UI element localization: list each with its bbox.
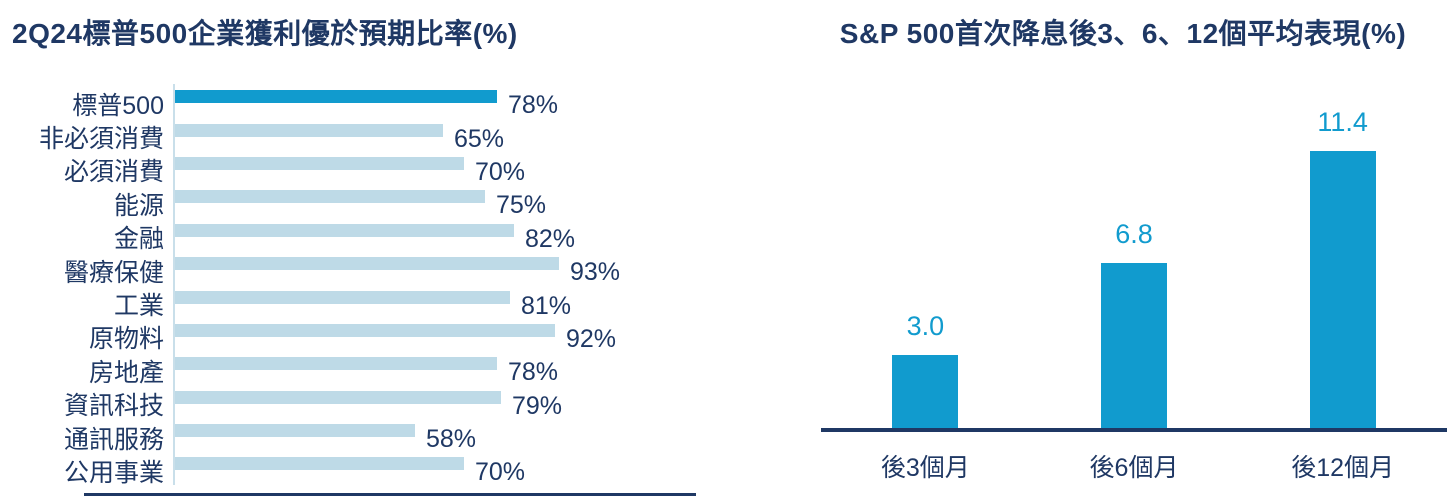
category-label: 金融 xyxy=(113,225,164,254)
value-label: 93% xyxy=(570,258,621,287)
bar xyxy=(175,123,443,137)
bar-track: 70% xyxy=(173,451,717,487)
value-label: 70% xyxy=(475,458,526,487)
category-label: 醫療保健 xyxy=(63,258,164,287)
bar-row: 醫療保健 93% xyxy=(12,250,717,287)
value-label: 11.4 xyxy=(1317,107,1368,137)
bar-row: 必須消費 70% xyxy=(12,150,717,186)
bar-track: 75% xyxy=(173,184,717,220)
bar-row: 工業 81% xyxy=(12,284,717,320)
bar-track: 70% xyxy=(173,150,717,186)
right-chart: S&P 500首次降息後3、6、12個平均表現(%) 3.0 6.8 11.4 後3… xyxy=(795,12,1451,484)
bar xyxy=(175,457,464,471)
bar-track: 58% xyxy=(173,417,717,454)
category-label: 標普500 xyxy=(72,91,164,120)
value-label: 75% xyxy=(496,191,547,220)
bar xyxy=(175,257,559,271)
bar xyxy=(892,355,959,428)
value-label: 6.8 xyxy=(1115,219,1153,249)
bar xyxy=(1101,263,1167,428)
value-label: 82% xyxy=(525,224,576,253)
bar-row: 通訊服務 58% xyxy=(12,417,717,454)
bar-row: 標普500 78% xyxy=(12,84,717,120)
value-label: 79% xyxy=(512,391,563,420)
bar-track: 92% xyxy=(173,317,717,353)
category-label: 能源 xyxy=(113,191,164,220)
bar-track: 93% xyxy=(173,250,717,287)
left-chart-baseline xyxy=(84,493,696,496)
value-label: 78% xyxy=(508,91,559,120)
bar-row: 房地產 78% xyxy=(12,351,717,387)
bar-row: 公用事業 70% xyxy=(12,451,717,487)
right-chart-plot: 3.0 6.8 11.4 xyxy=(821,52,1447,432)
bar xyxy=(175,190,485,204)
value-label: 92% xyxy=(566,324,617,353)
bar xyxy=(1309,151,1376,428)
value-label: 81% xyxy=(521,291,572,320)
bar-track: 79% xyxy=(173,384,717,420)
bar xyxy=(175,323,555,337)
bar-track: 78% xyxy=(173,351,717,387)
right-chart-xlabels: 後3個月 後6個月 後12個月 xyxy=(821,448,1447,484)
x-axis-label: 後12個月 xyxy=(1291,454,1395,482)
bar-row: 金融 82% xyxy=(12,217,717,253)
category-label: 資訊科技 xyxy=(63,392,164,421)
value-label: 3.0 xyxy=(906,311,945,341)
category-label: 原物料 xyxy=(88,325,164,354)
value-label: 70% xyxy=(475,157,526,186)
left-chart-rows: 標普500 78% 非必須消費 65% 必須消費 70% 能源 75% 金融 82% 醫療保健 93%… xyxy=(12,84,717,487)
bar-column: 6.8 xyxy=(1030,219,1239,428)
bar-track: 78% xyxy=(173,84,717,120)
bar xyxy=(175,90,497,104)
bar xyxy=(175,424,415,438)
value-label: 78% xyxy=(508,358,559,387)
left-chart: 2Q24標普500企業獲利優於預期比率(%) 標普500 78% 非必須消費 65% 必… xyxy=(12,12,717,496)
bar-track: 82% xyxy=(173,217,717,253)
bar-row: 資訊科技 79% xyxy=(12,384,717,420)
value-label: 65% xyxy=(454,124,505,153)
category-label: 房地產 xyxy=(88,358,164,387)
category-label: 工業 xyxy=(113,292,164,321)
x-axis-label: 後3個月 xyxy=(880,454,970,482)
category-label: 必須消費 xyxy=(63,158,164,187)
bar-row: 非必須消費 65% xyxy=(12,117,717,153)
category-label: 非必須消費 xyxy=(38,125,164,154)
bar xyxy=(175,156,464,170)
bar xyxy=(175,390,501,404)
bar xyxy=(175,223,514,237)
bar-track: 81% xyxy=(173,284,717,320)
value-label: 58% xyxy=(426,425,477,454)
bar-column: 11.4 xyxy=(1238,107,1447,428)
category-label: 通訊服務 xyxy=(63,425,164,454)
bar-track: 65% xyxy=(173,117,717,153)
category-label: 公用事業 xyxy=(63,459,164,487)
right-chart-title: S&P 500首次降息後3、6、12個平均表現(%) xyxy=(839,18,1407,49)
x-axis-label: 後6個月 xyxy=(1089,454,1179,482)
bar-column: 3.0 xyxy=(821,311,1030,428)
bar-row: 能源 75% xyxy=(12,184,717,220)
left-chart-title: 2Q24標普500企業獲利優於預期比率(%) xyxy=(12,18,518,49)
bar-row: 原物料 92% xyxy=(12,317,717,353)
bar xyxy=(175,357,497,371)
bar xyxy=(175,290,510,304)
